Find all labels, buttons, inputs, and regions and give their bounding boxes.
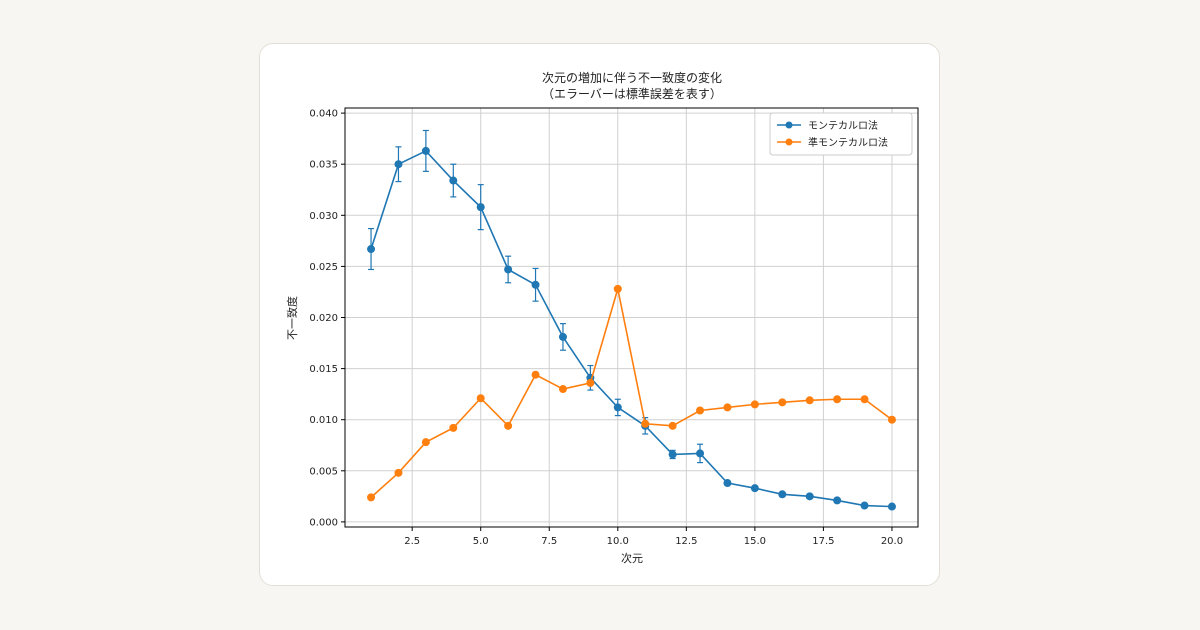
data-point xyxy=(668,421,677,430)
y-tick-label: 0.025 xyxy=(309,262,338,273)
data-point xyxy=(668,450,677,459)
series-line xyxy=(370,288,893,498)
data-point xyxy=(696,449,705,458)
data-point xyxy=(394,468,403,477)
data-point xyxy=(860,395,869,404)
data-point xyxy=(476,203,485,212)
data-point xyxy=(586,378,595,387)
data-series xyxy=(367,146,896,511)
y-tick-label: 0.035 xyxy=(309,160,338,171)
data-point xyxy=(723,403,732,412)
data-point xyxy=(887,415,896,424)
legend-label: モンテカルロ法 xyxy=(808,119,878,132)
x-tick-label: 7.5 xyxy=(541,536,557,547)
data-point xyxy=(421,438,430,447)
data-point xyxy=(531,280,540,289)
x-tick-label: 10.0 xyxy=(607,536,629,547)
data-point xyxy=(805,396,814,405)
data-point xyxy=(750,400,759,409)
data-point xyxy=(887,502,896,511)
data-point xyxy=(449,423,458,432)
data-point xyxy=(613,403,622,412)
legend-box xyxy=(769,112,913,156)
x-tick-label: 12.5 xyxy=(675,536,697,547)
data-point xyxy=(833,395,842,404)
data-point xyxy=(613,284,622,293)
x-tick-label: 20.0 xyxy=(881,536,903,547)
x-tick-label: 17.5 xyxy=(812,536,834,547)
data-point xyxy=(449,176,458,185)
y-tick-label: 0.000 xyxy=(309,517,338,528)
data-point xyxy=(558,332,567,341)
data-point xyxy=(504,421,513,430)
data-point xyxy=(476,394,485,403)
y-tick-label: 0.020 xyxy=(309,313,338,324)
legend-marker xyxy=(785,138,793,146)
data-point xyxy=(394,160,403,169)
data-point xyxy=(723,479,732,488)
data-point xyxy=(421,146,430,155)
legend-marker xyxy=(785,121,793,129)
data-point xyxy=(558,385,567,394)
data-point xyxy=(504,265,513,274)
chart-title: 次元の増加に伴う不一致度の変化 xyxy=(542,70,722,85)
legend-label: 準モンテカルロ法 xyxy=(808,136,888,149)
y-tick-label: 0.030 xyxy=(309,211,338,222)
grid-lines xyxy=(345,108,918,527)
y-tick-label: 0.015 xyxy=(309,364,338,375)
data-point xyxy=(531,370,540,379)
x-tick-label: 2.5 xyxy=(404,536,420,547)
axis-ticks: 2.5 5.0 7.5 10.0 12.5 15.0 17.5 20.0 0.000 0.005 0… xyxy=(309,109,903,547)
y-tick-label: 0.040 xyxy=(309,109,338,120)
series-line xyxy=(370,149,892,508)
y-tick-label: 0.010 xyxy=(309,415,338,426)
error-bars xyxy=(368,129,895,509)
y-tick-label: 0.005 xyxy=(309,466,338,477)
x-axis-label: 次元 xyxy=(621,551,643,565)
y-axis-label: 不一致度 xyxy=(285,296,299,340)
x-tick-label: 15.0 xyxy=(744,536,766,547)
data-point xyxy=(778,490,787,499)
chart-subtitle: （エラーバーは標準誤差を表す） xyxy=(542,86,722,101)
data-point xyxy=(860,501,869,510)
data-point xyxy=(805,492,814,501)
data-point xyxy=(367,493,376,502)
data-point xyxy=(778,398,787,407)
data-point xyxy=(367,245,376,254)
x-tick-label: 5.0 xyxy=(473,536,489,547)
data-point xyxy=(750,484,759,493)
data-point xyxy=(833,496,842,505)
data-point xyxy=(641,419,650,428)
data-point xyxy=(696,406,705,415)
